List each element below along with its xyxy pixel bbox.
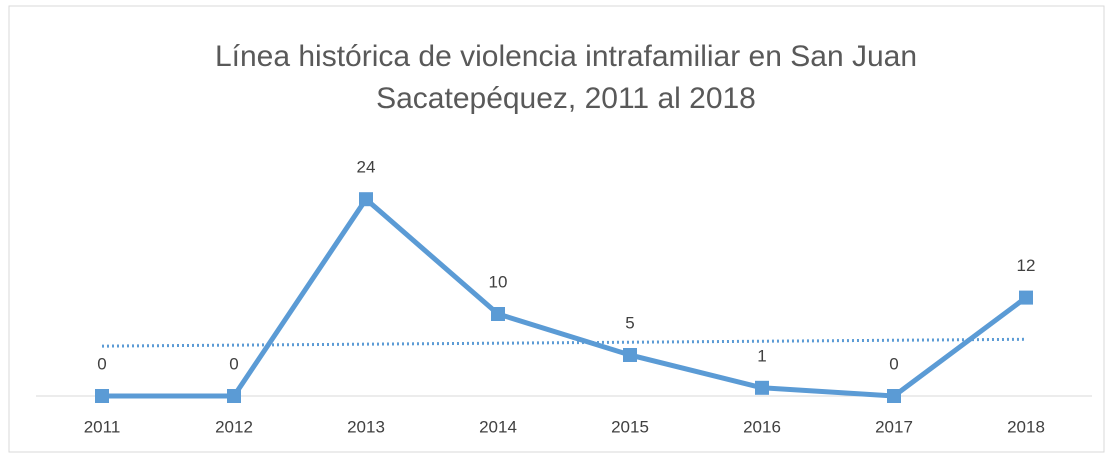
- point-marker: [755, 380, 769, 395]
- point-marker: [491, 307, 505, 321]
- data-label: 0: [229, 354, 238, 373]
- data-label: 24: [357, 158, 376, 177]
- point-marker: [623, 348, 637, 362]
- x-tick-label: 2018: [1007, 417, 1045, 436]
- point-marker: [359, 192, 373, 207]
- x-tick-label: 2012: [215, 417, 253, 436]
- data-label: 0: [889, 354, 898, 373]
- point-marker: [1019, 290, 1033, 305]
- chart-title: Sacatepéquez, 2011 al 2018: [376, 82, 756, 115]
- point-marker: [887, 389, 901, 403]
- data-label: 1: [757, 346, 766, 365]
- chart-title: Línea histórica de violencia intrafamili…: [215, 40, 917, 73]
- point-marker: [95, 389, 109, 403]
- x-tick-label: 2013: [347, 417, 385, 436]
- data-label: 0: [97, 354, 106, 373]
- x-tick-label: 2015: [611, 417, 649, 436]
- data-label: 12: [1017, 256, 1036, 275]
- x-tick-label: 2014: [479, 417, 517, 436]
- x-tick-label: 2011: [84, 417, 121, 436]
- point-marker: [227, 389, 241, 403]
- x-tick-label: 2017: [875, 417, 913, 436]
- x-tick-label: 2016: [743, 417, 781, 436]
- data-label: 5: [625, 313, 634, 332]
- data-label: 10: [489, 272, 508, 291]
- trendline: [101, 337, 1027, 348]
- series-line: [102, 196, 1028, 399]
